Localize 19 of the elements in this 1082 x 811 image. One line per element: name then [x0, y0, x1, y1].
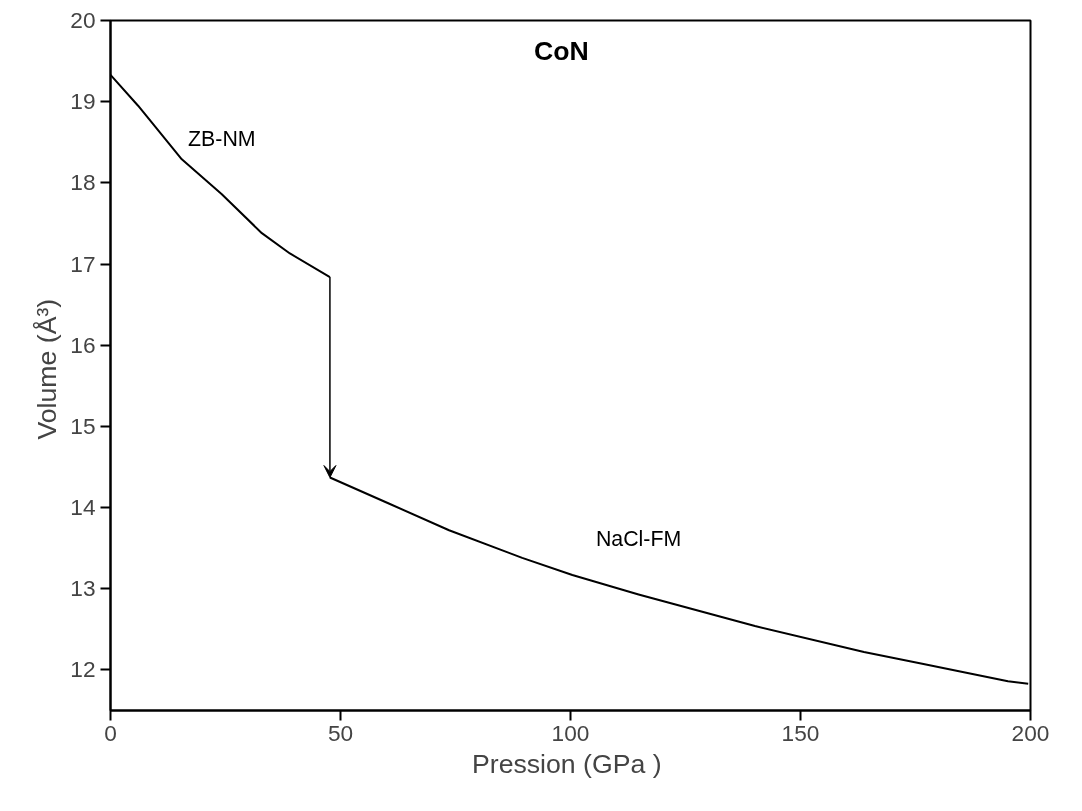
y-tick-label: 19	[70, 88, 96, 115]
x-tick-label: 150	[781, 719, 820, 746]
y-tick-label: 12	[70, 656, 96, 683]
x-axis-title: Pression (GPa )	[471, 748, 662, 779]
y-tick-label: 16	[70, 331, 96, 358]
y-tick-label: 20	[70, 7, 96, 33]
y-axis-title: Volume (Å³)	[32, 298, 63, 440]
y-tick-label: 13	[70, 575, 96, 602]
text: CoN	[533, 35, 589, 66]
y-tick-label: 17	[70, 250, 96, 277]
y-tick-label: 14	[70, 494, 96, 521]
y-tick-label: 18	[70, 169, 96, 196]
series-label: ZB-NM	[188, 127, 256, 152]
x-tick-label: 0	[104, 719, 117, 746]
x-tick-label: 50	[327, 719, 354, 746]
series-label: NaCl-FM	[595, 527, 682, 552]
y-tick-label: 15	[70, 412, 96, 439]
x-tick-label: 100	[551, 719, 590, 746]
x-tick-label: 200	[1011, 719, 1050, 746]
